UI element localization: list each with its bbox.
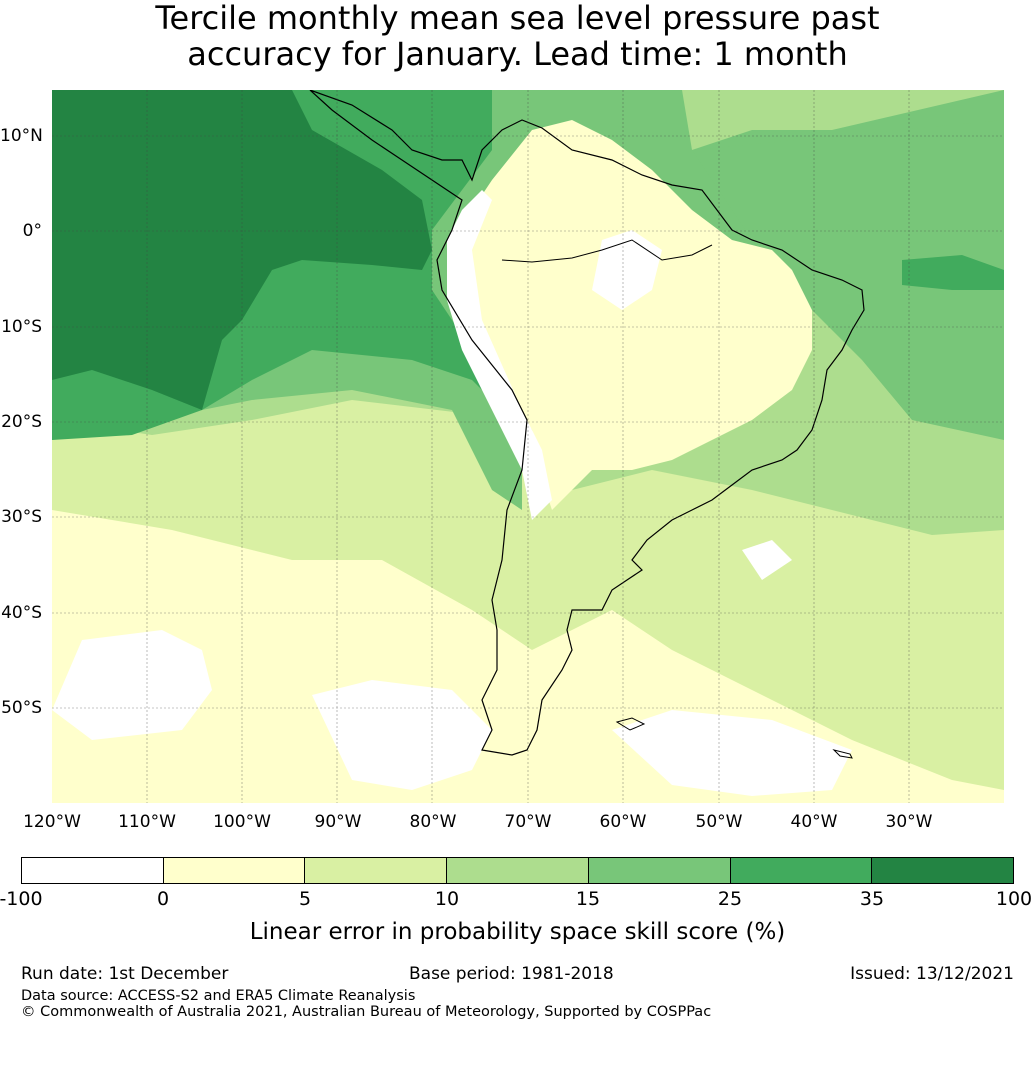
colorbar-segment xyxy=(305,858,448,883)
lon-label-60w: 60°W xyxy=(599,812,647,832)
colorbar xyxy=(21,857,1014,884)
data-source: Data source: ACCESS-S2 and ERA5 Climate … xyxy=(21,988,416,1004)
copyright-notice: © Commonwealth of Australia 2021, Austra… xyxy=(21,1004,712,1020)
colorbar-tick: -100 xyxy=(0,888,43,910)
lon-label-80w: 80°W xyxy=(409,812,457,832)
lat-label-40s: 40°S xyxy=(1,603,42,623)
colorbar-segment xyxy=(730,858,873,883)
colorbar-segment xyxy=(872,858,1014,883)
south-georgia xyxy=(832,749,853,759)
skill-band-25-35-atlantic xyxy=(902,255,1004,290)
colorbar-tick: 10 xyxy=(434,888,460,910)
skill-band-neg-east xyxy=(742,540,792,580)
colorbar-tick: 0 xyxy=(156,888,170,910)
lat-label-50s: 50°S xyxy=(1,698,42,718)
lon-label-40w: 40°W xyxy=(790,812,838,832)
lat-label-20s: 20°S xyxy=(1,412,42,432)
title-line-1: Tercile monthly mean sea level pressure … xyxy=(155,0,880,37)
issued-date: Issued: 13/12/2021 xyxy=(850,964,1014,984)
map-title: Tercile monthly mean sea level pressure … xyxy=(0,0,1035,72)
lat-label-30s: 30°S xyxy=(1,507,42,527)
river xyxy=(501,239,713,263)
colorbar-segment xyxy=(22,858,164,883)
coastline xyxy=(309,90,865,756)
skill-band-neg-southeast xyxy=(612,710,852,796)
lon-label-120w: 120°W xyxy=(23,812,81,832)
lon-label-70w: 70°W xyxy=(504,812,552,832)
colorbar-tick: 15 xyxy=(575,888,601,910)
skill-band-neg-south xyxy=(312,680,492,790)
colorbar-tick: 25 xyxy=(717,888,743,910)
lat-label-0: 0° xyxy=(22,221,42,241)
lat-label-10n: 10°N xyxy=(0,126,43,146)
colorbar-segment xyxy=(163,858,306,883)
colorbar-tick: 35 xyxy=(859,888,885,910)
lon-label-50w: 50°W xyxy=(695,812,743,832)
colorbar-segment xyxy=(588,858,731,883)
colorbar-tick: 5 xyxy=(298,888,312,910)
lon-label-100w: 100°W xyxy=(213,812,271,832)
lon-label-30w: 30°W xyxy=(885,812,933,832)
colorbar-label: Linear error in probability space skill … xyxy=(249,919,786,945)
skill-band-15-25-atlantic xyxy=(692,120,1004,440)
run-date: Run date: 1st December xyxy=(21,964,229,984)
colorbar-segment xyxy=(447,858,589,883)
lon-label-110w: 110°W xyxy=(118,812,176,832)
title-line-2: accuracy for January. Lead time: 1 month xyxy=(187,35,848,73)
skill-band-neg-interior xyxy=(592,230,662,310)
skill-band-0-5-continent xyxy=(452,120,812,510)
gridlines xyxy=(52,90,1004,803)
lat-label-10s: 10°S xyxy=(1,317,42,337)
lon-label-90w: 90°W xyxy=(314,812,362,832)
falkland-islands xyxy=(615,717,646,731)
colorbar-tick: 100 xyxy=(995,888,1033,910)
skill-band-neg-west xyxy=(52,630,212,740)
base-period: Base period: 1981-2018 xyxy=(409,964,614,984)
skill-score-map xyxy=(52,90,1004,803)
